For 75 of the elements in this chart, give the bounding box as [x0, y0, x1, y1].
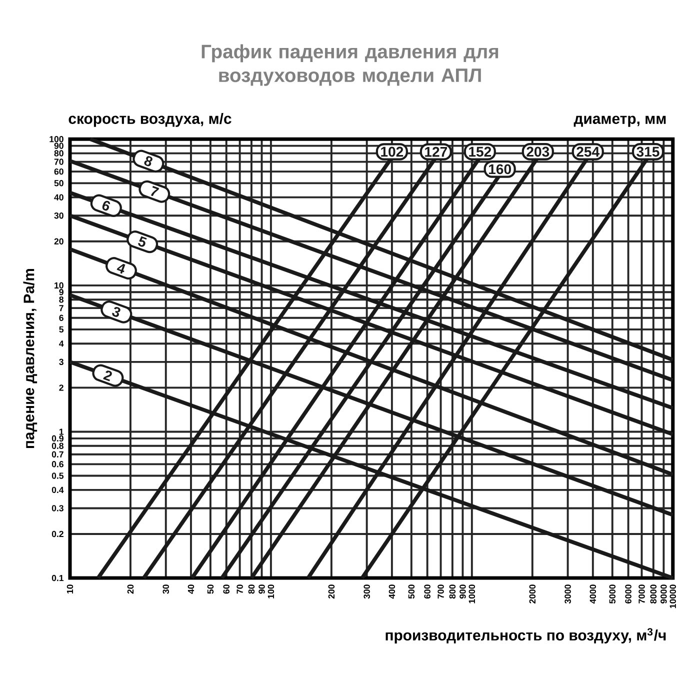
y-tick-label: 0.3	[52, 505, 64, 512]
y-tick-label: 30	[54, 212, 64, 219]
y-tick-label: 2	[59, 384, 64, 391]
y-tick-label: 3	[59, 358, 64, 366]
x-tick-label: 500	[408, 584, 415, 599]
x-tick-label: 8000	[650, 584, 657, 604]
y-tick-label: 0.4	[52, 486, 64, 494]
y-tick-label: 20	[54, 238, 64, 244]
x-tick-label: 3000	[564, 584, 571, 604]
y-tick-label: 0.8	[52, 442, 64, 450]
chart-title: График падения давления для воздуховодов модели АПЛ	[202, 44, 498, 86]
y-tick-label: 1	[59, 428, 64, 435]
x-tick-label: 10000	[670, 584, 676, 608]
x-tick-label: 200	[328, 584, 335, 599]
x-tick-label: 50	[207, 584, 214, 594]
legend-label: 152	[469, 146, 492, 157]
y-tick-label: 10	[54, 282, 64, 289]
legend-label: 5	[138, 236, 147, 247]
y-tick-label: 0.9	[52, 435, 64, 442]
x-tick-label: 20	[127, 584, 134, 594]
y-tick-label: 0.1	[52, 574, 64, 582]
x-tick-label: 80	[248, 584, 255, 594]
x-tick-label: 700	[438, 584, 444, 599]
y-tick-label: 7	[59, 305, 64, 312]
x-tick-label: 1000	[468, 584, 476, 604]
x-tick-label: 30	[162, 584, 169, 594]
y-tick-label: 8	[59, 296, 64, 303]
y-tick-label: 0.5	[52, 472, 64, 479]
x-tick-label: 2000	[529, 584, 536, 604]
y-axis-title: падение давления, Pa/m	[23, 268, 38, 448]
y-tick-label: 60	[54, 168, 64, 175]
x-tick-label: 4000	[590, 584, 596, 604]
x-tick-label: 40	[188, 584, 194, 594]
legend-label: 160	[488, 164, 511, 174]
y-tick-label: 5	[59, 326, 64, 333]
x-tick-label: 7000	[638, 584, 645, 604]
legend-label: 254	[576, 146, 600, 157]
y-tick-label: 50	[54, 180, 64, 186]
y-tick-label: 40	[54, 194, 64, 200]
x-tick-label: 900	[460, 584, 466, 599]
legend-label: 102	[381, 146, 404, 157]
legend-label: 7	[150, 186, 160, 196]
x-tick-label: 70	[236, 584, 243, 594]
legend-label: 4	[116, 264, 126, 274]
y-tick-label: 0.2	[52, 530, 64, 538]
x-tick-label: 9000	[660, 584, 667, 604]
legend-label: 8	[144, 156, 152, 166]
y-tick-label: 0.7	[52, 451, 64, 458]
x-tick-label: 5000	[609, 584, 616, 604]
x-tick-label: 800	[449, 584, 456, 599]
legend-label: 2	[103, 370, 112, 382]
x-tick-label: 400	[388, 584, 396, 599]
legend-label: 203	[526, 146, 550, 157]
x-tick-label: 100	[268, 584, 274, 598]
legend-label: 315	[636, 146, 660, 157]
y-tick-label: 4	[59, 340, 64, 347]
x-tick-label: 60	[223, 584, 230, 594]
y-tick-label: 100	[50, 136, 64, 142]
text: скорость воздуха, м/с	[68, 112, 232, 127]
x-tick-label: 10	[66, 584, 74, 594]
y-tick-label: 6	[59, 314, 64, 321]
x-axis-title: производительность по воздуху, м$^{3}$/ч	[386, 628, 666, 644]
y-tick-label: 80	[54, 150, 64, 156]
legend-label: 127	[425, 146, 447, 157]
y-tick-label: 70	[54, 158, 64, 165]
y-tick-label: 0.6	[52, 461, 64, 468]
x-tick-label: 6000	[625, 584, 632, 604]
x-tick-label: 300	[364, 584, 370, 599]
x-tick-label: 90	[258, 584, 265, 594]
y-tick-label: 90	[54, 142, 64, 149]
legend-label: 3	[112, 306, 120, 317]
legend-label: 6	[102, 200, 110, 211]
y-tick-label: 9	[59, 288, 64, 296]
x-tick-label: 600	[424, 584, 430, 599]
text: диаметр, мм	[574, 116, 666, 127]
